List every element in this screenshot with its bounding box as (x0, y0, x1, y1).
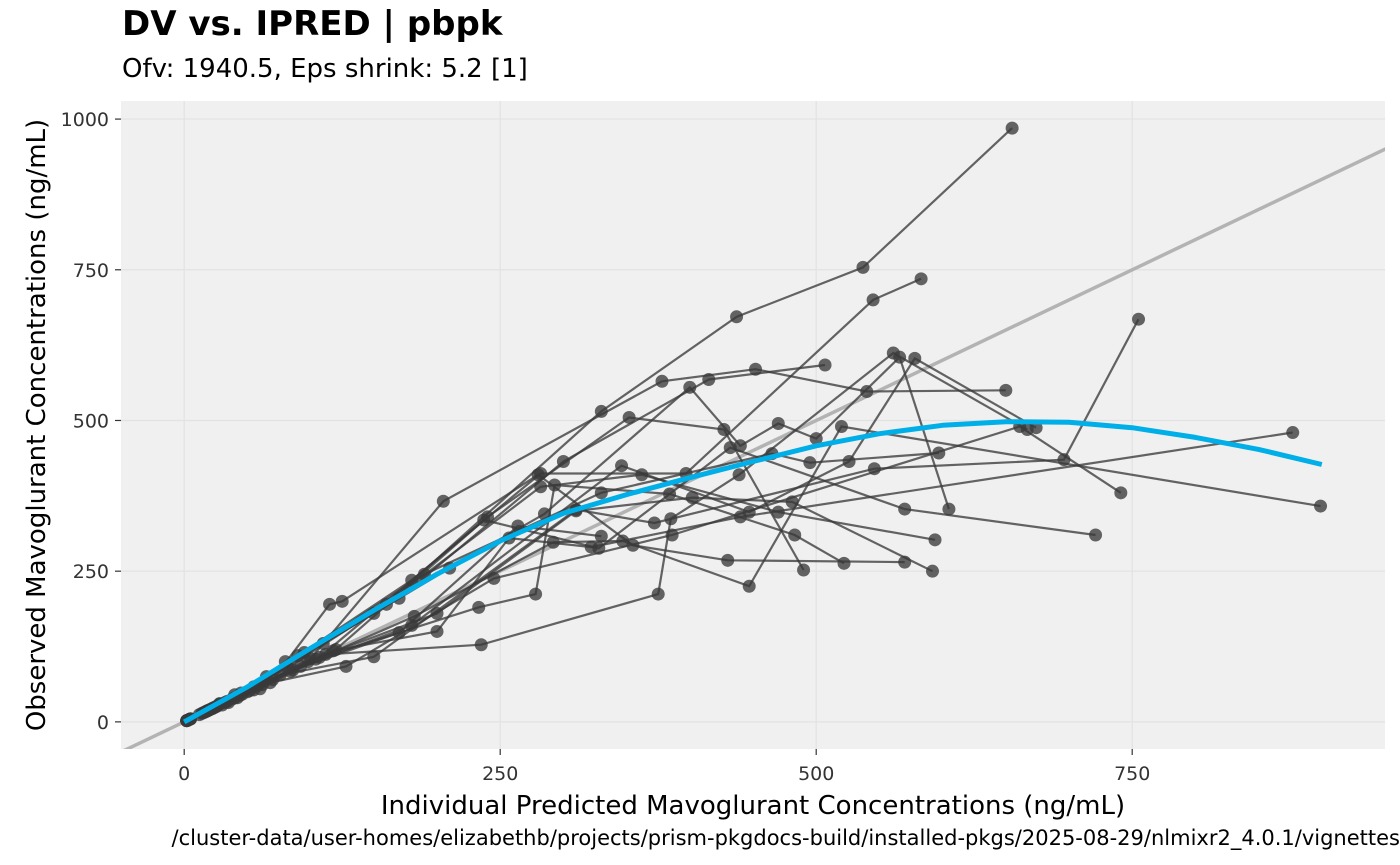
data-point (721, 553, 735, 567)
data-point (803, 456, 817, 470)
data-point (771, 416, 785, 430)
data-point (925, 564, 939, 578)
data-point (472, 600, 486, 614)
data-point (323, 597, 337, 611)
data-point (655, 374, 669, 388)
data-point (430, 624, 444, 638)
data-point (556, 454, 570, 468)
data-point (1286, 426, 1300, 440)
plot-area (123, 121, 1385, 749)
data-point (335, 594, 349, 608)
x-tick-label: 0 (178, 763, 190, 785)
y-axis-label: Observed Mavoglurant Concentrations (ng/… (22, 119, 52, 731)
data-point (717, 423, 731, 437)
data-point (732, 468, 746, 482)
data-point (856, 260, 870, 274)
smooth-line (182, 419, 1323, 725)
data-point (867, 462, 881, 476)
data-point (283, 664, 297, 678)
data-point (665, 528, 679, 542)
data-point (616, 534, 630, 548)
data-point (407, 609, 421, 623)
data-point (818, 358, 832, 372)
data-point (474, 638, 488, 652)
data-point (860, 385, 874, 399)
x-tick-label: 500 (798, 763, 834, 785)
chart-subtitle: Ofv: 1940.5, Eps shrink: 5.2 [1] (122, 54, 528, 84)
data-point (392, 626, 406, 640)
data-point (834, 420, 848, 434)
data-point (1005, 121, 1019, 135)
data-point (702, 372, 716, 386)
chart-svg: 0 250 500 750 0 250 500 750 1000 Individual Pre… (22, 101, 1385, 821)
data-point (730, 310, 744, 324)
data-point (723, 441, 737, 455)
data-point (942, 502, 956, 516)
x-axis-label: Individual Predicted Mavoglurant Concent… (381, 791, 1125, 821)
data-point (742, 579, 756, 593)
y-tick-label: 1000 (61, 109, 109, 131)
data-point (594, 529, 608, 543)
data-point (531, 468, 545, 482)
data-point (592, 541, 606, 555)
data-point (548, 478, 562, 492)
data-point (622, 410, 636, 424)
y-tick-label: 750 (73, 260, 109, 282)
y-tick-label: 250 (73, 561, 109, 583)
file-path-caption: /cluster-data/user-homes/elizabethb/proj… (171, 826, 1400, 850)
data-point (1114, 486, 1128, 500)
data-point (367, 650, 381, 664)
data-point (1132, 312, 1146, 326)
data-point (837, 556, 851, 570)
data-point (436, 494, 450, 508)
data-point (797, 563, 811, 577)
data-point (647, 516, 661, 530)
data-point (866, 293, 880, 307)
data-point (594, 404, 608, 418)
y-tick-label: 0 (97, 712, 109, 734)
data-point (914, 272, 928, 286)
y-axis-ticks: 0 250 500 750 1000 (61, 109, 121, 734)
x-tick-label: 250 (482, 763, 518, 785)
plot-panel (121, 101, 1385, 749)
data-point (842, 454, 856, 468)
chart-title: DV vs. IPRED | pbpk (122, 4, 503, 44)
data-point (534, 480, 548, 494)
data-point (683, 380, 697, 394)
data-point (908, 351, 922, 365)
data-point (886, 346, 900, 360)
data-point (928, 533, 942, 547)
data-point (1314, 499, 1328, 513)
data-point (615, 459, 629, 473)
data-point (1089, 528, 1103, 542)
x-tick-label: 750 (1114, 763, 1150, 785)
data-point (788, 528, 802, 542)
data-point (999, 383, 1013, 397)
data-point (809, 432, 823, 446)
data-point (529, 587, 543, 601)
data-point (651, 587, 665, 601)
x-axis-ticks: 0 250 500 750 (178, 749, 1150, 785)
data-point (477, 513, 491, 527)
data-point (898, 502, 912, 516)
y-tick-label: 500 (73, 410, 109, 432)
grid-lines (121, 101, 1385, 749)
